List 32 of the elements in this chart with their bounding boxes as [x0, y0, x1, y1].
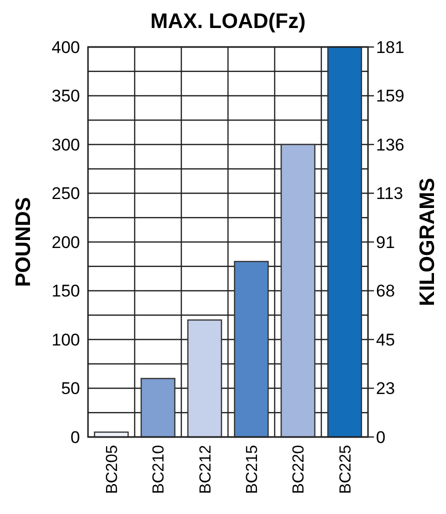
x-tick-label: BC212	[197, 444, 214, 494]
y2-tick-label: 0	[376, 428, 386, 447]
y-tick-label: 250	[52, 184, 80, 204]
y-axis-title: POUNDS	[12, 197, 35, 287]
bar	[327, 46, 362, 438]
x-tick-label: BC210	[150, 444, 168, 494]
y2-tick-label: 181	[376, 38, 404, 57]
y2-axis-title: KILOGRAMS	[416, 178, 439, 306]
x-tick-label: BC215	[244, 444, 261, 494]
y-tick-label: 200	[52, 232, 80, 252]
y2-tick-label: 23	[376, 379, 395, 398]
y2-tick-label: 113	[376, 184, 404, 204]
x-tick-label: BC225	[337, 444, 354, 494]
bar	[234, 260, 269, 438]
y-tick-label: 100	[52, 330, 80, 350]
chart-title: MAX. LOAD(Fz)	[150, 10, 306, 33]
bar	[187, 319, 222, 438]
y-tick-label: 150	[52, 282, 80, 301]
bar	[140, 378, 176, 438]
y2-tick-label: 68	[376, 282, 395, 301]
y-tick-label: 50	[61, 379, 80, 398]
y-tick-label: 0	[70, 428, 80, 447]
y-tick-label: 400	[52, 38, 80, 57]
y-tick-label: 300	[52, 135, 80, 154]
y2-tick-label: 91	[376, 232, 395, 252]
y2-tick-label: 45	[376, 330, 395, 350]
x-tick-label: BC205	[104, 444, 121, 494]
y2-tick-label: 136	[376, 135, 404, 154]
bar	[280, 144, 316, 438]
x-tick-label: BC220	[290, 444, 308, 494]
y-tick-label: 350	[52, 86, 80, 106]
y2-tick-label: 159	[376, 86, 404, 106]
